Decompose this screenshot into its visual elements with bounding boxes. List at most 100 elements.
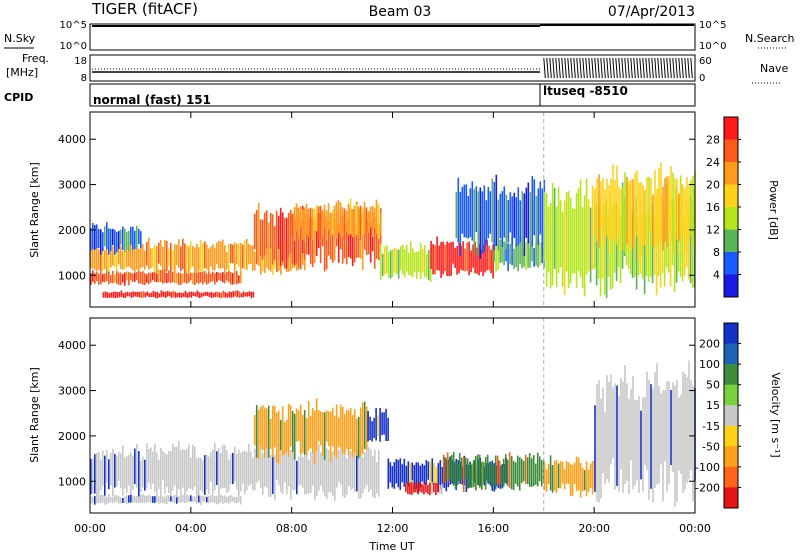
heatmap-cell-column: [303, 410, 306, 455]
heatmap-cell-column: [520, 458, 523, 484]
y-tick-label: 2000: [58, 224, 86, 237]
heatmap-cell-column: [359, 407, 362, 457]
heatmap-cell-column: [472, 460, 475, 487]
heatmap-cell-column: [477, 191, 480, 256]
heatmap-cell-column: [222, 444, 224, 489]
heatmap-cell-column: [146, 242, 148, 266]
heatmap-cell-column: [561, 211, 564, 287]
heatmap-cell-column: [248, 291, 251, 297]
heatmap-cell-column: [206, 291, 209, 297]
heatmap-cell-column: [257, 409, 260, 460]
heatmap-cell-column: [587, 469, 590, 492]
heatmap-cell-column: [640, 182, 642, 255]
heatmap-cell-column: [120, 245, 122, 269]
heatmap-cell-column: [192, 444, 194, 491]
heatmap-cell-column: [364, 452, 366, 489]
heatmap-cell-column: [202, 272, 204, 285]
heatmap-cell-column: [212, 293, 215, 298]
colorbar-swatch: [724, 207, 738, 230]
heatmap-cell-column: [463, 184, 466, 238]
heatmap-cell-column: [454, 461, 457, 490]
heatmap-cell-column: [300, 447, 302, 485]
heatmap-cell-column: [252, 245, 254, 271]
heatmap-cell-column: [232, 272, 234, 285]
heatmap-cell-column: [170, 242, 172, 274]
heatmap-cell-column: [184, 290, 187, 298]
heatmap-cell-column: [473, 189, 476, 255]
heatmap-cell-column: [660, 393, 662, 465]
heatmap-cell-column: [316, 450, 318, 497]
colorbar-swatch: [724, 446, 738, 468]
heatmap-cell-column: [172, 495, 174, 503]
heatmap-cell-column: [565, 192, 568, 272]
heatmap-cell-column: [688, 184, 690, 242]
heatmap-cell-column: [110, 228, 112, 252]
heatmap-cell-column: [411, 248, 414, 277]
heatmap-cell-column: [672, 382, 674, 473]
nave-oscillation-stroke: [585, 57, 588, 79]
heatmap-cell-column: [106, 292, 109, 298]
heatmap-cell-column: [204, 455, 206, 495]
heatmap-cell-column: [539, 242, 541, 266]
heatmap-cell-column: [377, 415, 379, 437]
heatmap-cell-column: [654, 170, 656, 249]
heatmap-cell-column: [92, 223, 94, 250]
heatmap-cell-column: [497, 199, 500, 251]
heatmap-cell-column: [381, 253, 384, 277]
heatmap-cell-column: [120, 272, 122, 286]
heatmap-cell-column: [194, 292, 197, 297]
heatmap-cell-column: [612, 164, 614, 241]
heatmap-cell-column: [263, 212, 266, 256]
heatmap-cell-column: [108, 228, 110, 255]
heatmap-cell-column: [415, 462, 418, 489]
nave-tick-bottom: 0: [699, 73, 705, 84]
heatmap-cell-column: [485, 200, 488, 246]
heatmap-cell-column: [188, 495, 190, 503]
heatmap-cell-column: [104, 226, 106, 247]
heatmap-cell-column: [204, 241, 206, 269]
colorbar-swatch: [724, 252, 738, 275]
heatmap-cell-column: [216, 495, 218, 505]
heatmap-cell-column: [446, 452, 449, 483]
heatmap-cell-column: [532, 455, 535, 487]
heatmap-cell-column: [474, 456, 477, 491]
heatmap-cell-column: [220, 292, 223, 299]
heatmap-cell-column: [96, 497, 98, 504]
colorbar-swatch: [724, 323, 738, 345]
heatmap-cell-column: [385, 408, 387, 441]
heatmap-cell-column: [452, 451, 455, 486]
heatmap-cell-column: [188, 291, 191, 298]
heatmap-cell-column: [114, 453, 116, 488]
heatmap-cell-column: [640, 410, 642, 480]
velocity-heatmap-data: [90, 318, 696, 513]
heatmap-cell-column: [192, 272, 194, 285]
heatmap-cell-column: [600, 398, 602, 499]
heatmap-cell-column: [511, 237, 513, 266]
colorbar-swatch: [724, 384, 738, 406]
heatmap-cell-column: [674, 385, 676, 507]
heatmap-cell-column: [437, 483, 439, 493]
heatmap-cell-column: [491, 178, 494, 243]
heatmap-cell-column: [285, 419, 288, 452]
heatmap-cell-column: [295, 205, 298, 264]
y-tick-label: 4000: [58, 133, 86, 146]
heatmap-cell-column: [158, 459, 160, 489]
heatmap-cell-column: [457, 177, 460, 243]
heatmap-cell-column: [606, 178, 608, 236]
heatmap-cell-column: [216, 242, 218, 265]
heatmap-cell-column: [98, 249, 100, 271]
heatmap-cell-column: [160, 448, 162, 497]
heatmap-cell-column: [567, 462, 570, 485]
heatmap-cell-column: [250, 291, 253, 299]
heatmap-cell-column: [468, 241, 470, 276]
heatmap-cell-column: [278, 240, 280, 271]
heatmap-cell-column: [591, 460, 594, 495]
nave-oscillation-stroke: [552, 57, 555, 79]
heatmap-cell-column: [136, 225, 138, 249]
heatmap-cell-column: [676, 380, 678, 502]
heatmap-cell-column: [255, 210, 258, 250]
heatmap-cell-column: [184, 450, 186, 500]
heatmap-cell-column: [664, 390, 666, 462]
heatmap-cell-column: [379, 243, 382, 280]
heatmap-cell-column: [536, 452, 539, 487]
